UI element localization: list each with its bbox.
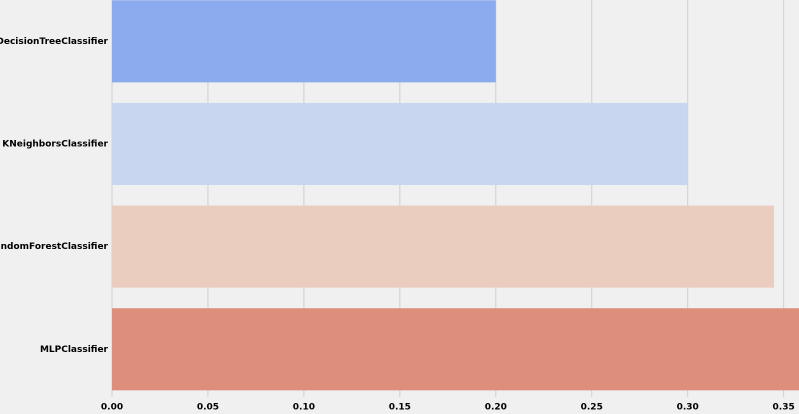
x-tick-label: 0.05 (197, 403, 219, 413)
y-tick-label: RandomForestClassifier (0, 242, 109, 252)
bar (112, 205, 775, 288)
x-tick-label: 0.30 (677, 403, 699, 413)
x-tick-label: 0.20 (485, 403, 507, 413)
y-tick-label: MLPClassifier (40, 345, 109, 355)
x-tick-label: 0.35 (773, 403, 795, 413)
y-tick-label: KNeighborsClassifier (2, 139, 108, 149)
bar (112, 102, 688, 186)
bar (112, 0, 496, 83)
x-tick-label: 0.00 (101, 403, 123, 413)
x-tick-label: 0.10 (293, 403, 315, 413)
bar (112, 308, 799, 391)
x-tick-label: 0.25 (581, 403, 603, 413)
x-tick-label: 0.15 (389, 403, 411, 413)
y-tick-label: DecisionTreeClassifier (0, 37, 109, 47)
